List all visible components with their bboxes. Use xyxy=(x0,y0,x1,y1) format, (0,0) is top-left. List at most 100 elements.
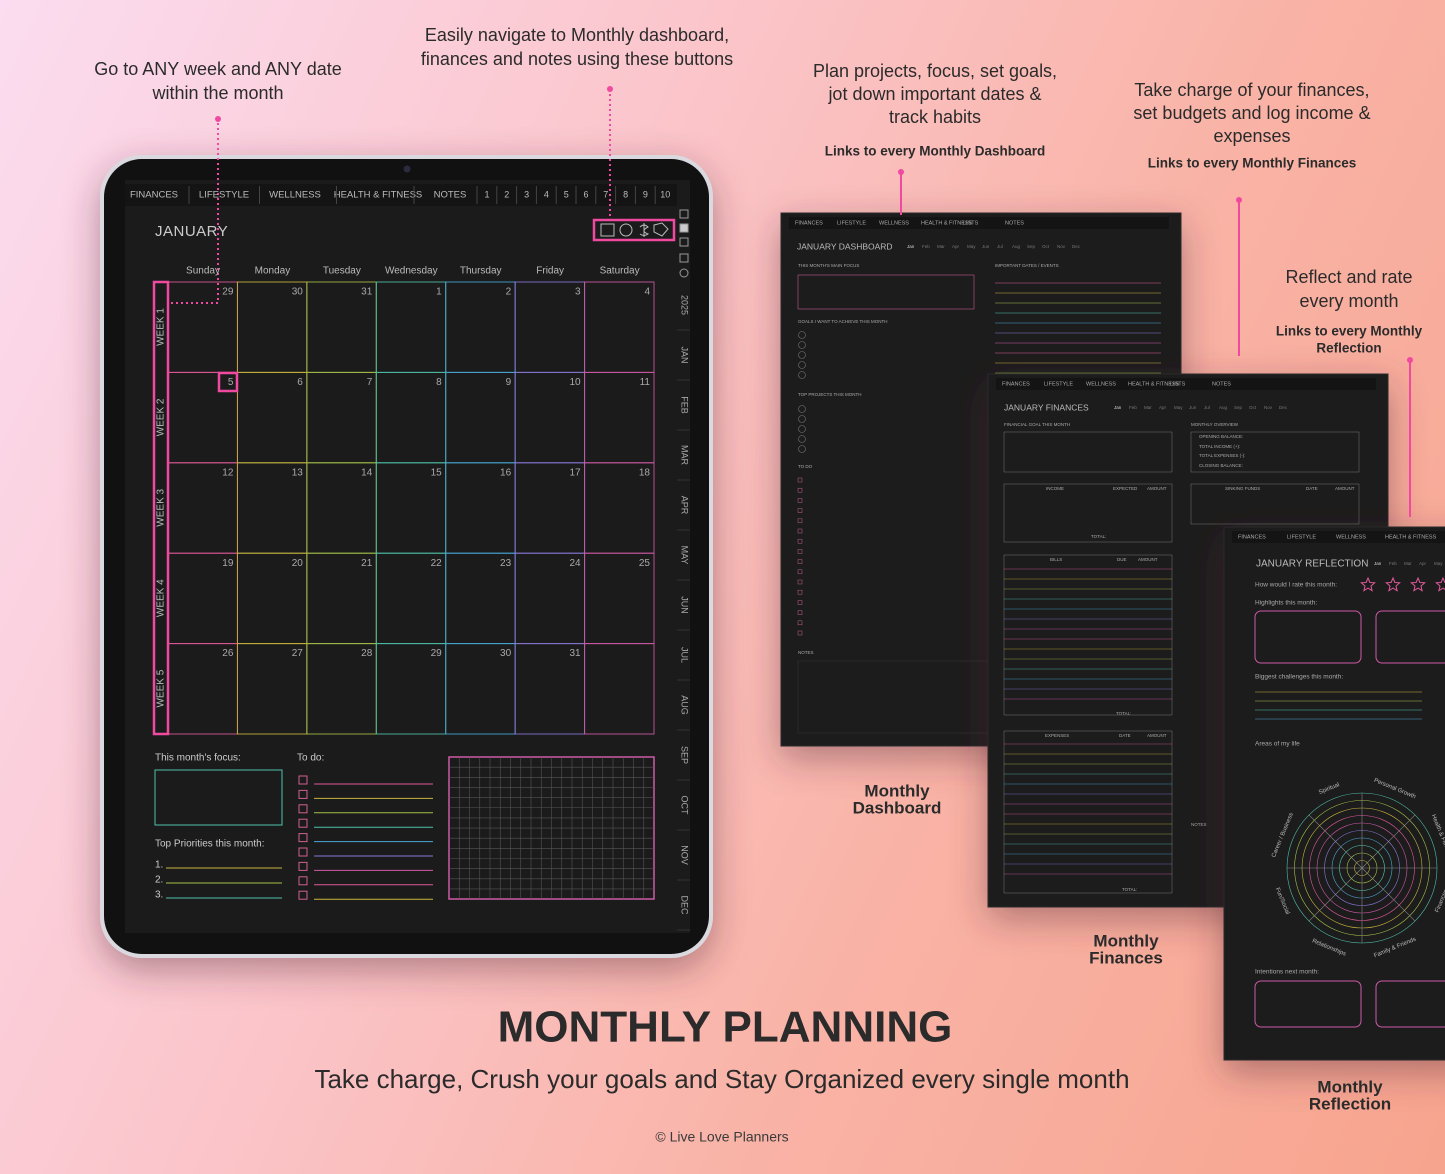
todo-box xyxy=(298,775,308,785)
date: 5 xyxy=(228,377,234,388)
page-month: Sep xyxy=(1027,244,1036,249)
weekday: Tuesday xyxy=(323,266,361,277)
connector-dot xyxy=(898,169,904,175)
bullet xyxy=(798,405,806,413)
weekday: Saturday xyxy=(600,266,640,277)
checkbox xyxy=(797,487,803,493)
date: 25 xyxy=(639,558,651,569)
date: 24 xyxy=(569,558,581,569)
page-caption: Reflection xyxy=(1309,1094,1391,1113)
side-tab: 2025 xyxy=(680,295,690,315)
todo-box xyxy=(298,833,308,843)
page-tab: HEALTH & FITNESS xyxy=(1128,381,1180,387)
weekday: Wednesday xyxy=(385,266,438,277)
nav-highlight xyxy=(592,218,676,242)
page-label: Highlights this month: xyxy=(1255,600,1317,607)
date: 19 xyxy=(222,558,234,569)
tab-number: 10 xyxy=(660,189,670,199)
annotation-text: within the month xyxy=(151,83,283,103)
page-month: Oct xyxy=(1249,405,1257,410)
side-icon xyxy=(679,268,689,278)
checkbox xyxy=(797,508,803,513)
side-tab: SEP xyxy=(680,746,690,764)
page-tab: WELLNESS xyxy=(1336,534,1366,540)
checkbox xyxy=(797,620,803,626)
page-month: Mar xyxy=(937,244,945,249)
focus-label: This month's focus: xyxy=(155,753,241,764)
tab-number: 9 xyxy=(643,189,648,199)
page-label: DATE xyxy=(1306,486,1318,491)
page-label: Intentions next month: xyxy=(1255,969,1319,976)
connector-dot xyxy=(215,116,221,122)
rating-star xyxy=(1360,576,1376,592)
page-label: TOTAL EXPENSES (-): xyxy=(1199,453,1245,458)
date: 4 xyxy=(644,287,650,298)
page-month: Dec xyxy=(1279,405,1288,410)
todo-box xyxy=(298,789,308,799)
connector-dot xyxy=(1236,197,1242,203)
page-month: Apr xyxy=(1419,561,1427,566)
page-label: TOTAL: xyxy=(1116,711,1131,716)
nav-icons xyxy=(600,222,669,237)
side-tab: DEC xyxy=(680,895,690,915)
page-month: May xyxy=(967,244,976,249)
page-month: Dec xyxy=(1072,244,1081,249)
annotation-text: Go to ANY week and ANY date xyxy=(94,59,342,79)
date: 14 xyxy=(361,467,373,478)
page-month: Feb xyxy=(922,244,930,249)
priority-number: 2. xyxy=(155,875,163,886)
page-month: Apr xyxy=(952,244,960,249)
page-tab: LIFESTYLE xyxy=(837,220,866,226)
highlight-box xyxy=(1375,610,1445,664)
wheel-spoke xyxy=(1361,814,1416,869)
side-tab: JUL xyxy=(680,647,690,663)
checkbox xyxy=(797,518,803,524)
bullet xyxy=(798,371,806,379)
page-label: AMOUNT xyxy=(1335,486,1355,491)
page-month: Mar xyxy=(1144,405,1152,410)
intention-box xyxy=(1254,980,1362,1028)
wheel-spoke xyxy=(1361,867,1416,922)
page-label: MONTHLY OVERVIEW xyxy=(1191,422,1239,427)
page-label: Areas of my life xyxy=(1255,741,1300,748)
bullet xyxy=(798,445,806,453)
date: 3 xyxy=(575,287,581,298)
date: 28 xyxy=(361,648,373,659)
icon-notes xyxy=(653,222,669,237)
date: 13 xyxy=(292,467,304,478)
annotation-text: Plan projects, focus, set goals, xyxy=(813,61,1057,81)
page-sheet xyxy=(1223,526,1445,1061)
page-month: Nov xyxy=(1057,244,1066,249)
page-label: TOTAL INCOME (+): xyxy=(1199,444,1240,449)
bullet xyxy=(798,351,806,359)
weekday: Monday xyxy=(255,266,291,277)
wheel-label: Finances xyxy=(1435,889,1445,914)
priority-number: 1. xyxy=(155,860,163,871)
box xyxy=(1003,431,1173,473)
date: 20 xyxy=(292,558,304,569)
checkbox xyxy=(797,498,803,503)
tab: NOTES xyxy=(434,190,467,201)
checkbox xyxy=(797,528,803,534)
box xyxy=(1003,483,1173,543)
page-label: TOTAL: xyxy=(1122,887,1137,892)
side-tab: FEB xyxy=(680,396,690,414)
annotation-link: Links to every Monthly xyxy=(1276,324,1423,339)
page-month: Aug xyxy=(1219,405,1228,410)
page-month: Oct xyxy=(1042,244,1050,249)
page-label: AMOUNT xyxy=(1138,557,1158,562)
priority-number: 3. xyxy=(155,890,163,901)
week-highlight xyxy=(152,280,170,736)
date: 2 xyxy=(506,287,512,298)
annotation-text: every month xyxy=(1299,291,1398,311)
box xyxy=(1190,431,1360,473)
intention-box xyxy=(1375,980,1445,1028)
page-tab: LISTS xyxy=(1170,381,1186,387)
todo-box xyxy=(298,876,308,886)
page-label: TOP PROJECTS THIS MONTH xyxy=(798,392,862,397)
page-label: BILLS xyxy=(1050,557,1062,562)
date: 21 xyxy=(361,558,373,569)
page-month: Aug xyxy=(1012,244,1021,249)
date: 30 xyxy=(292,287,304,298)
